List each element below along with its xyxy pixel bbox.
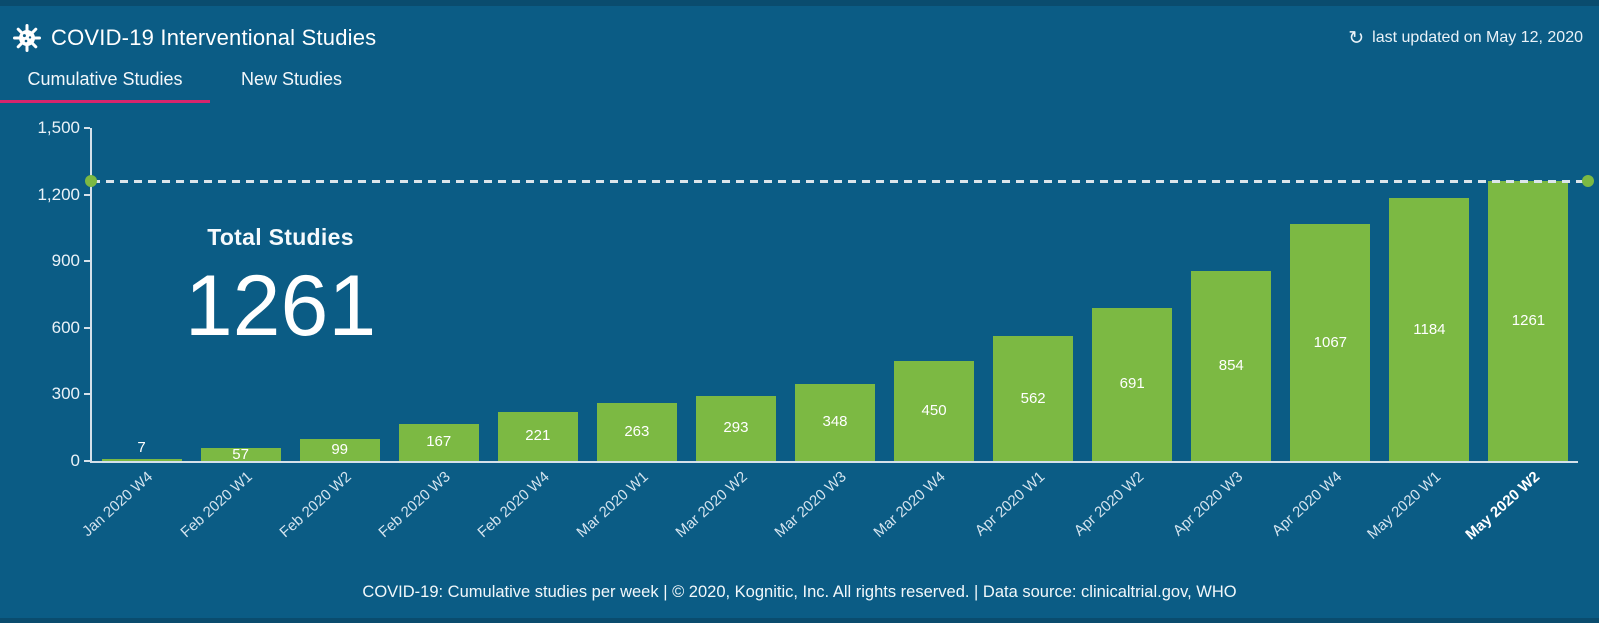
- reference-dot: [1582, 175, 1594, 188]
- bar-value-label: 221: [525, 427, 551, 445]
- x-axis-label: Apr 2020 W3: [1169, 468, 1246, 540]
- tab-cumulative-studies[interactable]: Cumulative Studies: [0, 61, 210, 103]
- x-axis-label: Jan 2020 W4: [79, 468, 157, 541]
- x-axis-label: Mar 2020 W1: [573, 468, 652, 542]
- y-axis-tick: [84, 193, 90, 196]
- x-axis-label: Feb 2020 W3: [375, 468, 454, 542]
- y-axis-label: 300: [51, 384, 80, 404]
- bar[interactable]: [1488, 181, 1569, 461]
- y-axis-tick: [84, 260, 90, 263]
- window-top-edge: [0, 0, 1599, 6]
- last-updated-text: last updated on May 12, 2020: [1372, 29, 1583, 46]
- x-axis-label: May 2020 W1: [1363, 468, 1445, 543]
- total-studies-value: 1261: [184, 258, 377, 354]
- bar[interactable]: [596, 402, 677, 461]
- y-axis-label: 900: [51, 251, 80, 271]
- total-studies-label: Total Studies: [207, 224, 354, 250]
- x-axis-label: Apr 2020 W4: [1268, 468, 1346, 540]
- x-axis-label: Mar 2020 W2: [672, 468, 751, 542]
- y-axis-label: 600: [51, 317, 80, 337]
- y-axis-tick: [84, 326, 90, 329]
- footer-caption: COVID-19: Cumulative studies per week | …: [362, 583, 1237, 601]
- x-axis-label: Apr 2020 W1: [971, 468, 1048, 540]
- bar-value-label: 691: [1119, 375, 1145, 393]
- bar-value-label: 562: [1020, 389, 1046, 407]
- x-axis-label: Feb 2020 W4: [474, 468, 553, 542]
- bar[interactable]: [1191, 271, 1272, 461]
- header: COVID-19 Interventional Studies ↻ last u…: [12, 20, 1583, 56]
- bar-value-label: 1261: [1511, 312, 1546, 330]
- y-axis-label: 1,500: [37, 118, 80, 137]
- bar-value-label: 854: [1218, 357, 1244, 375]
- bar-value-label: 450: [921, 402, 947, 420]
- bar[interactable]: [497, 411, 578, 461]
- bar[interactable]: [299, 439, 380, 461]
- y-axis-label: 0: [70, 451, 80, 470]
- bar-value-label: 348: [822, 413, 848, 431]
- y-axis-label: 1,200: [37, 184, 80, 204]
- bar-value-label: 1184: [1413, 320, 1446, 338]
- last-updated: ↻ last updated on May 12, 2020: [1348, 29, 1583, 48]
- bar[interactable]: [1290, 224, 1371, 461]
- bar[interactable]: [398, 423, 479, 461]
- bar[interactable]: [1092, 307, 1173, 461]
- y-axis-tick: [84, 393, 90, 396]
- reference-line: [92, 180, 1588, 184]
- bar-value-label: 1067: [1313, 333, 1348, 351]
- bar-value-label: 263: [624, 422, 650, 440]
- bar[interactable]: [200, 448, 281, 461]
- x-axis-label: May 2020 W2: [1462, 468, 1544, 544]
- window-bottom-edge: [0, 618, 1599, 623]
- tab-bar: Cumulative Studies New Studies: [0, 61, 350, 103]
- x-axis-label: Feb 2020 W2: [276, 468, 355, 542]
- bar-value-label: 99: [331, 441, 348, 459]
- reference-dot: [85, 175, 97, 188]
- bar-value-label: 293: [723, 419, 749, 437]
- bar[interactable]: [894, 361, 975, 461]
- x-axis-label: Apr 2020 W2: [1070, 468, 1147, 540]
- y-axis-tick: [84, 460, 90, 462]
- bar-value-label: 57: [232, 445, 249, 463]
- x-axis-label: Mar 2020 W4: [870, 468, 949, 542]
- total-studies-annotation: Total Studies 1261: [178, 224, 383, 349]
- bar-value-label: 167: [426, 433, 452, 451]
- bar[interactable]: [695, 395, 776, 461]
- bar[interactable]: [795, 383, 875, 461]
- page-title: COVID-19 Interventional Studies: [51, 25, 377, 50]
- bar[interactable]: [101, 459, 182, 461]
- x-axis-label: Mar 2020 W3: [771, 468, 850, 542]
- x-axis-label: Feb 2020 W1: [177, 468, 256, 542]
- y-axis-tick: [84, 127, 90, 129]
- plot-area: 0 300 600 900 1,200 1,500 7 Jan 2020 W4 57 Feb 20…: [37, 118, 1594, 543]
- bar[interactable]: [993, 336, 1074, 461]
- tab-new-studies[interactable]: New Studies: [241, 69, 343, 89]
- bar[interactable]: [1389, 198, 1470, 461]
- refresh-icon[interactable]: ↻: [1348, 27, 1365, 49]
- virus-icon: [12, 23, 42, 53]
- bar-value-label: 7: [137, 439, 146, 457]
